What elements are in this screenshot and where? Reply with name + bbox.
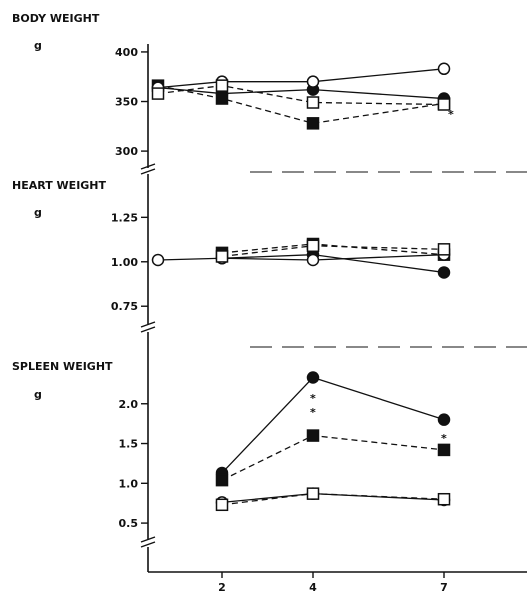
spleen-weight-title: SPLEEN WEIGHT: [12, 360, 113, 373]
spleen-weight-series: [215, 371, 451, 512]
body-weight-ticks: 300 350 400: [115, 46, 148, 158]
data-point: [215, 473, 229, 487]
spleen-significance-star-3: *: [441, 418, 447, 431]
data-point: [306, 117, 320, 130]
series-line: [157, 85, 445, 124]
data-point: [306, 253, 320, 267]
series-line: [157, 84, 445, 106]
data-point: [306, 487, 320, 500]
x-axis-ticks: 2 4 7: [218, 572, 448, 591]
series-line: [221, 245, 445, 258]
series-line: [157, 254, 445, 261]
y-tick-label: 1.0: [119, 477, 139, 490]
spleen-weight-panel: SPLEEN WEIGHT g 0.5 1.0 1.5 2.0 * * * *: [12, 360, 451, 539]
y-tick-label: 2.0: [119, 398, 139, 411]
data-point: [437, 243, 451, 256]
spleen-significance-star-1: *: [310, 392, 316, 405]
data-point: [306, 75, 320, 88]
series-line: [221, 376, 445, 474]
heart-weight-title: HEART WEIGHT: [12, 179, 107, 192]
heart-weight-panel: HEART WEIGHT g 0.75 1.00 1.25: [12, 179, 451, 324]
heart-weight-series: [151, 237, 451, 279]
series-line: [221, 434, 445, 481]
data-point: [151, 87, 165, 100]
y-tick-label: 300: [115, 145, 138, 158]
data-point: [437, 413, 451, 426]
spleen-significance-star-2: *: [310, 406, 316, 419]
x-tick-label: 2: [218, 581, 226, 591]
data-point: [437, 492, 451, 506]
data-point: [437, 443, 451, 457]
data-point: [215, 92, 229, 105]
series-line: [157, 68, 445, 89]
body-weight-significance-star: *: [448, 108, 454, 121]
heart-weight-unit: g: [34, 206, 42, 219]
data-point: [215, 250, 229, 263]
data-point: [306, 96, 320, 109]
y-tick-label: 1.00: [111, 256, 138, 269]
axis-break-3: [140, 536, 156, 548]
data-point: [306, 429, 320, 442]
data-point: [437, 98, 451, 111]
data-point: [215, 79, 229, 92]
y-tick-label: 1.25: [111, 211, 138, 224]
body-weight-unit: g: [34, 39, 42, 52]
x-tick-label: 7: [440, 581, 448, 591]
data-point: [306, 239, 320, 253]
y-tick-label: 400: [115, 46, 138, 59]
data-point: [151, 253, 165, 267]
spleen-weight-ticks: 0.5 1.0 1.5 2.0: [119, 398, 148, 530]
y-tick-label: 0.75: [111, 300, 138, 313]
heart-weight-ticks: 0.75 1.00 1.25: [111, 211, 148, 313]
y-tick-label: 1.5: [119, 438, 139, 451]
data-point: [437, 266, 451, 279]
data-point: [306, 371, 320, 384]
axis-break-2: [140, 321, 156, 333]
x-tick-label: 4: [309, 581, 317, 591]
spleen-significance-star-4: *: [441, 432, 447, 445]
series-line: [157, 86, 445, 100]
series-line: [221, 254, 445, 274]
data-point: [437, 62, 451, 76]
body-weight-series: [151, 62, 451, 130]
axis-break-1: [140, 163, 156, 175]
data-point: [215, 498, 229, 512]
body-weight-title: BODY WEIGHT: [12, 12, 100, 25]
spleen-weight-unit: g: [34, 388, 42, 401]
y-tick-label: 0.5: [119, 517, 139, 530]
body-weight-panel: BODY WEIGHT g 300 350 400 *: [12, 12, 454, 168]
y-tick-label: 350: [115, 96, 138, 109]
